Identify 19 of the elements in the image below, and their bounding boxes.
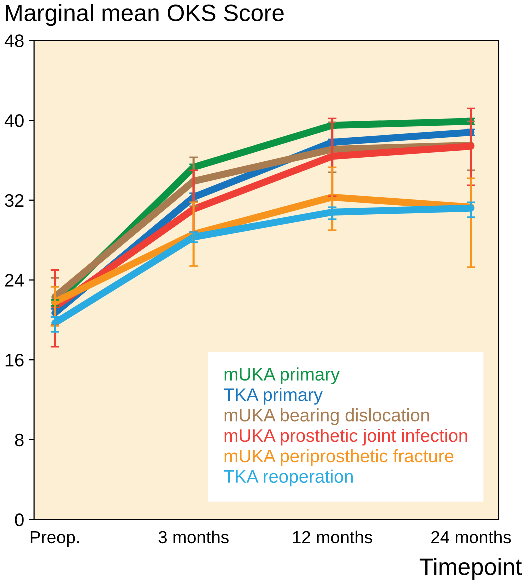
y-tick-label: 48 bbox=[4, 34, 24, 48]
text: mUKA primary bbox=[224, 368, 340, 384]
x-tick-label: 24 months bbox=[432, 530, 512, 544]
text: mUKA periprosthetic fracture bbox=[224, 449, 454, 466]
text: mUKA prosthetic joint infection bbox=[224, 428, 468, 446]
x-tick-label: Preop. bbox=[30, 531, 80, 548]
y-tick-label: 8 bbox=[15, 434, 24, 447]
x-tick-label: 12 months bbox=[293, 530, 372, 544]
y-tick-label: 0 bbox=[15, 514, 24, 526]
y-tick-label: 24 bbox=[5, 274, 24, 287]
y-tick-label: 40 bbox=[4, 114, 24, 128]
x-tick-label: 3 months bbox=[158, 530, 229, 544]
text: TKA primary bbox=[224, 388, 323, 405]
x-axis-title: Timepoint bbox=[420, 558, 522, 580]
y-tick-label: 32 bbox=[5, 194, 24, 208]
text: mUKA bearing dislocation bbox=[224, 408, 430, 426]
y-tick-label: 16 bbox=[6, 354, 24, 367]
chart-title: Marginal mean OKS Score bbox=[6, 4, 284, 26]
text: TKA reoperation bbox=[224, 470, 353, 487]
